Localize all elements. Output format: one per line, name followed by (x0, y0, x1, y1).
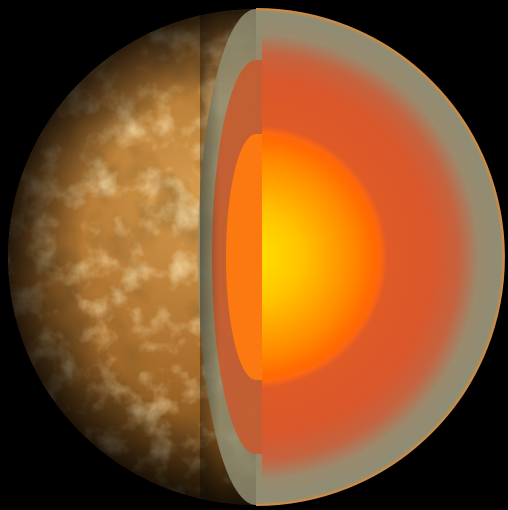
cutaway-rim (255, 8, 505, 506)
interior-cutaway (198, 9, 504, 505)
